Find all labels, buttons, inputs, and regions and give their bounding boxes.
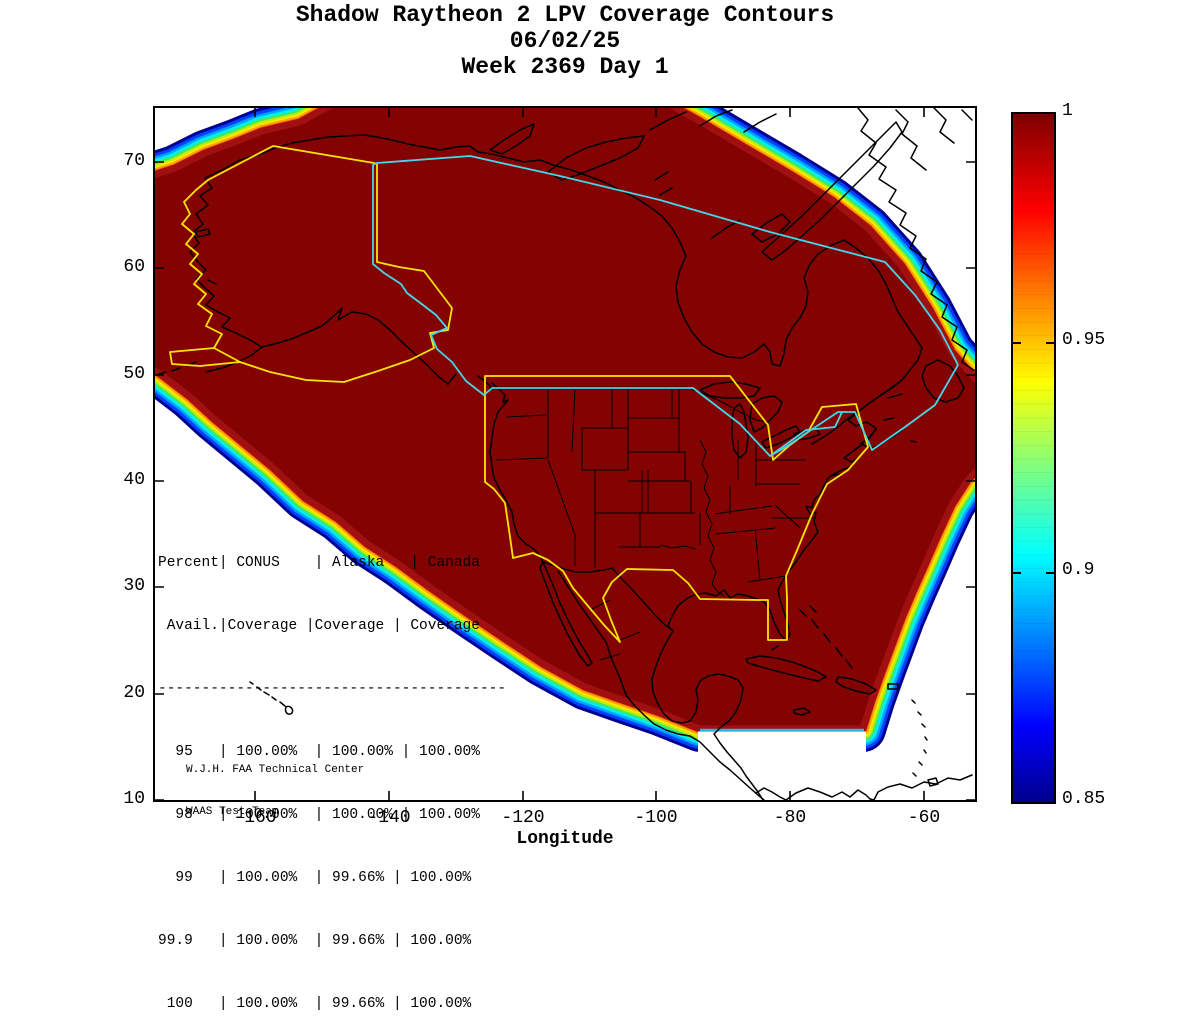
chart-title: Shadow Raytheon 2 LPV Coverage Contours: [295, 2, 835, 28]
page: { "title": { "line1": "Shadow Raytheon 2…: [123, 2, 1106, 1012]
chart-week-day: Week 2369 Day 1: [461, 54, 669, 80]
x-tick-label: -80: [773, 808, 807, 828]
chart-date: 06/02/25: [509, 28, 621, 54]
x-tick-label: -120: [501, 808, 545, 828]
x-tick-label: -140: [367, 808, 411, 828]
y-tick-label: 10: [123, 789, 145, 809]
availability-table-row: 99.9 | 100.00% | 99.66% | 100.00%: [158, 933, 472, 949]
colorbar-tick: [1046, 342, 1054, 344]
availability-table-divider: ----------------------------------------: [158, 681, 507, 697]
colorbar-tick: [1013, 572, 1021, 574]
colorbar: [1011, 112, 1056, 804]
x-tick-label: -100: [634, 808, 678, 828]
service-volume-alaska-conus: [169, 145, 869, 643]
credit-line: W.J.H. FAA Technical Center: [186, 764, 365, 776]
chart-title-block: Shadow Raytheon 2 LPV Coverage Contours …: [155, 2, 975, 80]
coastlines: [158, 108, 975, 800]
plot-area: [153, 106, 977, 802]
y-tick-label: 50: [123, 364, 145, 384]
y-tick-label: 60: [123, 257, 145, 277]
y-tick-label: 20: [123, 683, 145, 703]
south-cut-mask: [698, 731, 866, 800]
axis-ticks: [155, 108, 975, 800]
availability-table-row: 100 | 100.00% | 99.66% | 100.00%: [158, 996, 472, 1012]
availability-table-row: 99 | 100.00% | 99.66% | 100.00%: [158, 870, 472, 886]
service-volume-canada: [372, 155, 959, 457]
availability-table-header: Percent| CONUS | Alaska | Canada: [158, 555, 480, 571]
coverage-map-canvas: [155, 108, 975, 800]
x-tick-label: -60: [907, 808, 941, 828]
colorbar-tick: [1013, 342, 1021, 344]
colorbar-tick-label: 0.9: [1062, 560, 1095, 580]
availability-table-header: Avail.|Coverage |Coverage | Coverage: [158, 618, 480, 634]
availability-table-row: 95 | 100.00% | 100.00% | 100.00%: [158, 744, 480, 760]
credit-line: WAAS Test Team: [186, 806, 279, 818]
y-tick-label: 30: [123, 576, 145, 596]
x-axis-label: Longitude: [516, 829, 614, 849]
colorbar-tick-label: 1: [1062, 101, 1073, 121]
y-tick-label: 70: [123, 151, 145, 171]
credit-annotation: W.J.H. FAA Technical Center WAAS Test Te…: [186, 735, 364, 833]
colorbar-tick: [1046, 572, 1054, 574]
availability-table-row: 98 | 100.00% | 100.00% | 100.00%: [158, 807, 480, 823]
colorbar-tick-label: 0.85: [1062, 789, 1106, 809]
political-borders: [489, 386, 816, 661]
colorbar-tick-label: 0.95: [1062, 330, 1106, 350]
x-tick-label: -160: [233, 808, 277, 828]
y-tick-label: 40: [123, 470, 145, 490]
